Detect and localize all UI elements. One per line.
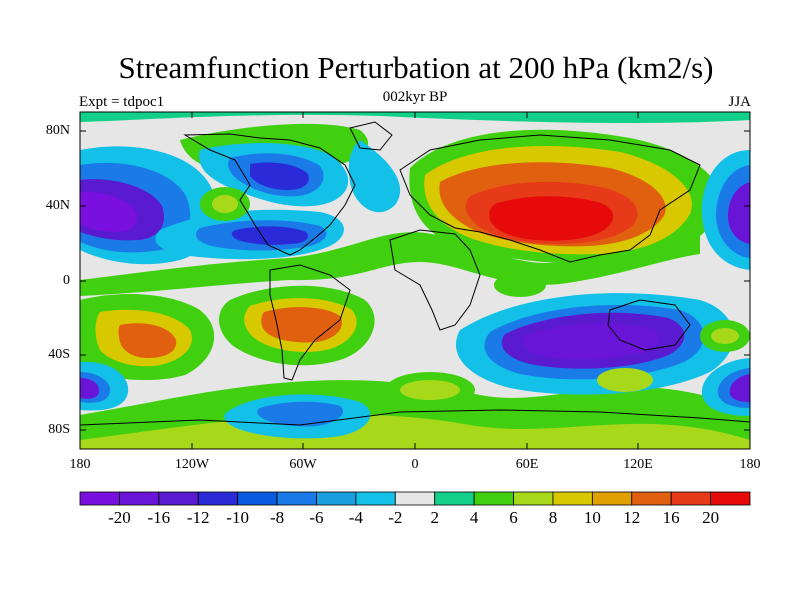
africa-outline (389, 229, 481, 331)
caribbean-negative-core (231, 226, 309, 245)
colorbar-swatch (670, 491, 711, 506)
colorbar-swatch (434, 491, 475, 506)
lat-tick-label: 0 (63, 273, 70, 288)
colorbar (79, 491, 751, 506)
lat-tick-label: 40N (45, 198, 70, 213)
se-negative-core (729, 374, 750, 402)
colorbar-swatch (119, 491, 160, 506)
south-america-outline (269, 264, 351, 381)
south-atlantic-negative-core (257, 401, 344, 427)
experiment-label: Expt = tdpoc1 (79, 94, 165, 110)
colorbar-swatch (158, 491, 199, 506)
colorbar-label: 20 (702, 508, 720, 527)
south-america-positive-core (261, 307, 342, 343)
colorbar-label: 16 (662, 508, 680, 527)
south-atlantic-positive-core (400, 380, 460, 400)
eurasia-positive-max (489, 196, 614, 241)
colorbar-swatch (79, 491, 120, 506)
indian-ocean-positive (494, 273, 546, 297)
south-indian-negative-core (522, 323, 660, 360)
colorbar-label: 6 (509, 508, 518, 527)
colorbar-label: -12 (186, 508, 210, 527)
colorbar-swatch (316, 491, 357, 506)
colorbar-swatch (197, 491, 239, 506)
tropical-positive-band (80, 232, 700, 296)
lat-tick-label: 80S (48, 422, 70, 437)
colorbar-label: 2 (430, 508, 439, 527)
north-america-negative-core (250, 162, 309, 190)
season-label: JJA (728, 94, 751, 110)
map-title: Streamfunction Perturbation at 200 hPa (… (118, 50, 714, 85)
eurasia-outline (399, 134, 701, 263)
antarctica-outline (80, 409, 750, 426)
colorbar-swatch (237, 491, 278, 506)
colorbar-swatch (513, 491, 554, 506)
east-positive-small-core (711, 328, 739, 344)
colorbar-label: 10 (583, 508, 601, 527)
colorbar-label: -20 (108, 508, 131, 527)
australia-outline (607, 299, 691, 351)
colorbar-label: -10 (226, 508, 249, 527)
north-america-outline (183, 133, 356, 256)
colorbar-label: -16 (147, 508, 171, 527)
axis-ticks (80, 112, 750, 449)
colorbar-label: -4 (348, 508, 363, 527)
ne-pacific-positive-core (212, 195, 238, 213)
lon-tick-label: 180 (739, 457, 761, 472)
sw-negative-core (80, 378, 100, 399)
colorbar-swatch (394, 491, 436, 506)
colorbar-swatch (591, 491, 633, 506)
colorbar-label: -2 (388, 508, 403, 527)
colorbar-label: 8 (548, 508, 558, 527)
lon-tick-label: 60W (289, 457, 317, 472)
lon-tick-label: 60E (515, 457, 539, 472)
lon-tick-label: 0 (411, 457, 419, 472)
south-indian-positive-small (597, 368, 653, 392)
north-atlantic-negative (348, 140, 401, 213)
west-pacific-negative-core (80, 191, 138, 232)
lat-tick-label: 40S (48, 347, 70, 362)
colorbar-label: 12 (623, 508, 641, 527)
map-subtitle: 002kyr BP (382, 89, 448, 105)
coastlines (80, 121, 750, 426)
colorbar-swatch (552, 491, 593, 506)
south-pacific-positive-core (118, 323, 177, 358)
colorbar-label: 4 (469, 508, 479, 527)
lon-tick-label: 120W (174, 457, 210, 472)
colorbar-swatch (631, 491, 672, 506)
contour-field (80, 112, 750, 449)
colorbar-label: -8 (269, 508, 285, 527)
lon-tick-label: 180 (69, 457, 91, 472)
colorbar-swatch (276, 491, 317, 506)
colorbar-label: -6 (309, 508, 324, 527)
colorbar-swatch (355, 491, 396, 506)
greenland-outline (349, 121, 393, 151)
lat-tick-label: 80N (45, 123, 70, 138)
east-pacific-negative-core (728, 182, 750, 244)
lon-tick-label: 120E (623, 457, 653, 472)
colorbar-swatch (473, 491, 514, 506)
colorbar-swatch (710, 491, 751, 506)
